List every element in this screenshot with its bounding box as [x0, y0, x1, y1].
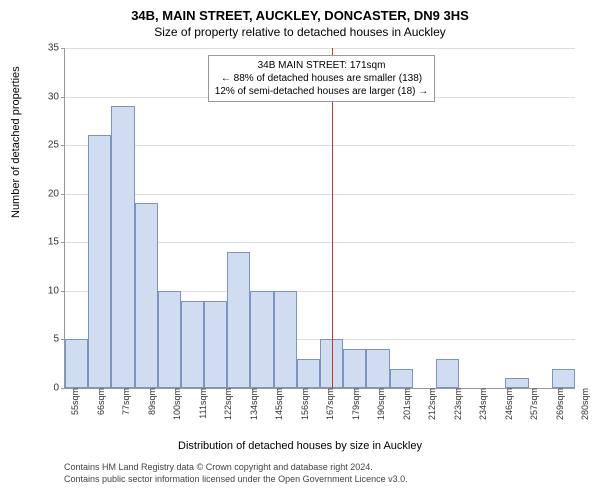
histogram-bar — [181, 301, 204, 388]
chart-title-main: 34B, MAIN STREET, AUCKLEY, DONCASTER, DN… — [0, 0, 600, 23]
y-tick-label: 30 — [48, 91, 65, 102]
histogram-bar — [366, 349, 389, 388]
histogram-bar — [436, 359, 459, 388]
histogram-bar — [88, 135, 111, 388]
histogram-bar — [505, 378, 528, 388]
histogram-bar — [390, 369, 413, 388]
x-tick-label: 77sqm — [119, 388, 131, 415]
grid-line — [65, 194, 575, 195]
histogram-bar — [227, 252, 250, 388]
y-tick-label: 20 — [48, 188, 65, 199]
chart-footer: Contains HM Land Registry data © Crown c… — [64, 462, 408, 485]
plot-region: 0510152025303555sqm66sqm77sqm89sqm100sqm… — [64, 48, 575, 389]
x-tick-label: 269sqm — [553, 388, 565, 420]
y-tick-label: 15 — [48, 237, 65, 248]
histogram-bar — [297, 359, 320, 388]
chart-container: 34B, MAIN STREET, AUCKLEY, DONCASTER, DN… — [0, 0, 600, 500]
x-tick-label: 246sqm — [502, 388, 514, 420]
annotation-line-3: 12% of semi-detached houses are larger (… — [215, 85, 428, 98]
annotation-line-1: 34B MAIN STREET: 171sqm — [215, 59, 428, 72]
annotation-box: 34B MAIN STREET: 171sqm← 88% of detached… — [208, 55, 435, 102]
x-tick-label: 122sqm — [221, 388, 233, 420]
histogram-bar — [65, 339, 88, 388]
chart-title-sub: Size of property relative to detached ho… — [0, 23, 600, 39]
x-tick-label: 179sqm — [349, 388, 361, 420]
histogram-bar — [135, 203, 158, 388]
histogram-bar — [274, 291, 297, 388]
histogram-bar — [204, 301, 227, 388]
x-tick-label: 167sqm — [323, 388, 335, 420]
x-tick-label: 55sqm — [68, 388, 80, 415]
annotation-line-2: ← 88% of detached houses are smaller (13… — [215, 72, 428, 85]
y-tick-label: 5 — [53, 334, 65, 345]
histogram-bar — [250, 291, 273, 388]
x-tick-label: 111sqm — [196, 388, 208, 419]
y-tick-label: 10 — [48, 285, 65, 296]
histogram-bar — [111, 106, 134, 388]
y-tick-label: 35 — [48, 43, 65, 54]
x-axis-label: Distribution of detached houses by size … — [0, 440, 600, 452]
y-tick-label: 25 — [48, 140, 65, 151]
footer-line-1: Contains HM Land Registry data © Crown c… — [64, 462, 408, 474]
x-tick-label: 257sqm — [527, 388, 539, 420]
x-tick-label: 223sqm — [451, 388, 463, 420]
histogram-bar — [158, 291, 181, 388]
y-axis-label: Number of detached properties — [10, 66, 22, 218]
grid-line — [65, 145, 575, 146]
x-tick-label: 234sqm — [476, 388, 488, 420]
x-tick-label: 212sqm — [425, 388, 437, 420]
x-tick-label: 201sqm — [400, 388, 412, 420]
x-tick-label: 89sqm — [145, 388, 157, 415]
x-tick-label: 100sqm — [170, 388, 182, 420]
x-tick-label: 134sqm — [247, 388, 259, 420]
chart-plot-area: 0510152025303555sqm66sqm77sqm89sqm100sqm… — [64, 48, 574, 388]
y-tick-label: 0 — [53, 383, 65, 394]
x-tick-label: 156sqm — [298, 388, 310, 420]
footer-line-2: Contains public sector information licen… — [64, 474, 408, 486]
histogram-bar — [343, 349, 366, 388]
x-tick-label: 145sqm — [272, 388, 284, 420]
x-tick-label: 66sqm — [94, 388, 106, 415]
grid-line — [65, 48, 575, 49]
x-tick-label: 190sqm — [374, 388, 386, 420]
x-tick-label: 280sqm — [578, 388, 590, 420]
histogram-bar — [552, 369, 575, 388]
